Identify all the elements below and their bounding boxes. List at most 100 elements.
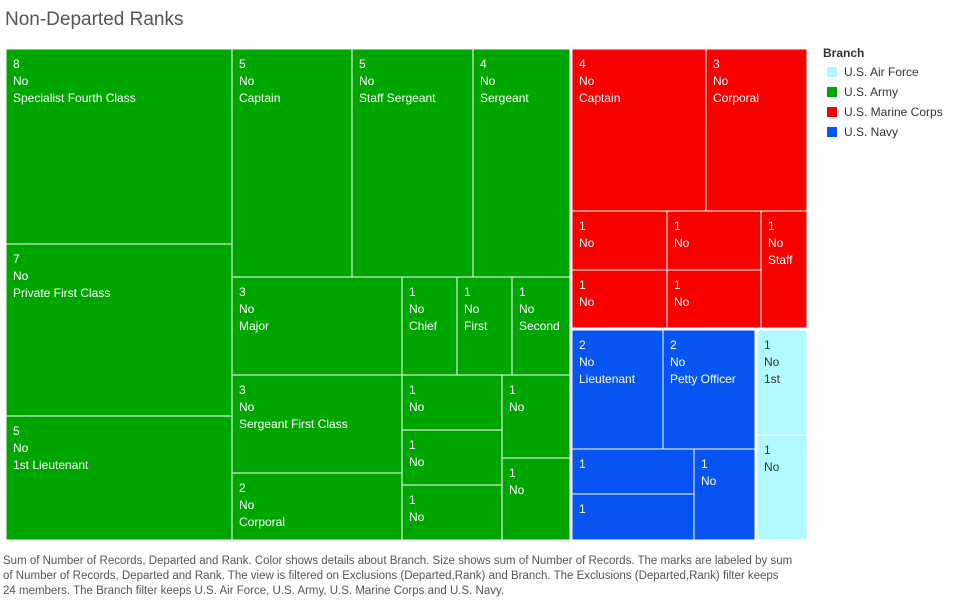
treemap-cell[interactable]: 1 No bbox=[571, 269, 668, 329]
treemap-cell[interactable]: 1 No bbox=[666, 269, 762, 329]
treemap-cell[interactable]: 3 No Major bbox=[231, 276, 403, 376]
treemap-cell[interactable]: 1 No bbox=[401, 374, 503, 431]
mark-label-records: 1 bbox=[409, 285, 416, 299]
legend-swatch bbox=[827, 87, 837, 97]
mark-label-rank: Specialist Fourth Class bbox=[13, 91, 136, 105]
mark-label-rank: Staff bbox=[768, 253, 793, 267]
legend-label: U.S. Army bbox=[844, 85, 899, 99]
mark-label-records: 1 bbox=[409, 493, 416, 507]
mark-label-departed: No bbox=[674, 236, 690, 250]
treemap-cell[interactable]: 5 No Captain bbox=[231, 48, 353, 278]
mark-label-departed: No bbox=[409, 400, 425, 414]
treemap-cell[interactable]: 1 bbox=[571, 448, 695, 495]
treemap-cell[interactable]: 8 No Specialist Fourth Class bbox=[5, 48, 233, 245]
treemap-cell[interactable]: 1 No bbox=[693, 448, 756, 541]
mark-label-records: 3 bbox=[713, 57, 720, 71]
mark-label-rank: Sergeant bbox=[480, 91, 529, 105]
legend-item-marine-corps[interactable]: U.S. Marine Corps bbox=[827, 105, 943, 119]
treemap-cell[interactable]: 2 No Lieutenant bbox=[571, 329, 664, 450]
treemap-cell[interactable]: 2 No Corporal bbox=[231, 472, 403, 541]
treemap-cell[interactable]: 1 No 1st bbox=[756, 329, 808, 436]
treemap-rect[interactable] bbox=[666, 269, 762, 329]
mark-label-departed: No bbox=[764, 355, 780, 369]
mark-label-departed: No bbox=[239, 498, 255, 512]
legend-item-army[interactable]: U.S. Army bbox=[827, 85, 898, 99]
mark-label-departed: No bbox=[579, 236, 595, 250]
legend-item-navy[interactable]: U.S. Navy bbox=[827, 125, 898, 139]
mark-label-records: 8 bbox=[13, 57, 20, 71]
mark-label-records: 5 bbox=[359, 57, 366, 71]
treemap-cell[interactable]: 2 No Petty Officer bbox=[662, 329, 756, 450]
treemap-rect[interactable] bbox=[456, 276, 513, 376]
treemap-rect[interactable] bbox=[5, 415, 233, 541]
legend-item-air-force[interactable]: U.S. Air Force bbox=[827, 65, 919, 79]
treemap-rect[interactable] bbox=[693, 448, 756, 541]
treemap-cell[interactable]: 1 No First bbox=[456, 276, 513, 376]
treemap-cell[interactable]: 1 No Staff bbox=[760, 210, 808, 329]
treemap-rect[interactable] bbox=[231, 472, 403, 541]
mark-label-departed: No bbox=[13, 269, 29, 283]
treemap-cell[interactable]: 1 No bbox=[401, 484, 503, 541]
treemap-rect[interactable] bbox=[756, 329, 808, 436]
mark-label-rank: 1st bbox=[764, 372, 781, 386]
mark-label-departed: No bbox=[579, 74, 595, 88]
mark-label-rank: Petty Officer bbox=[670, 372, 736, 386]
treemap-rect[interactable] bbox=[662, 329, 756, 450]
legend-swatch bbox=[827, 127, 837, 137]
treemap-rect[interactable] bbox=[472, 48, 571, 278]
mark-label-departed: No bbox=[480, 74, 496, 88]
treemap-rect[interactable] bbox=[5, 243, 233, 417]
treemap-cell[interactable]: 7 No Private First Class bbox=[5, 243, 233, 417]
treemap-cell[interactable]: 1 No bbox=[756, 434, 808, 541]
treemap-cell[interactable]: 1 No bbox=[401, 429, 503, 486]
mark-label-departed: No bbox=[509, 483, 525, 497]
treemap-rect[interactable] bbox=[760, 210, 808, 329]
mark-label-rank: Corporal bbox=[239, 515, 285, 529]
treemap-cell[interactable]: 1 No bbox=[501, 374, 571, 459]
treemap-rect[interactable] bbox=[5, 48, 233, 245]
treemap-cell[interactable]: 3 No Corporal bbox=[705, 48, 808, 212]
legend-swatch bbox=[827, 67, 837, 77]
treemap-cell[interactable]: 3 No Sergeant First Class bbox=[231, 374, 403, 474]
treemap-cell[interactable]: 1 bbox=[571, 493, 695, 541]
treemap-cell[interactable]: 5 No 1st Lieutenant bbox=[5, 415, 233, 541]
mark-label-records: 1 bbox=[464, 285, 471, 299]
treemap-rect[interactable] bbox=[501, 457, 571, 541]
mark-label-records: 2 bbox=[579, 338, 586, 352]
treemap-rect[interactable] bbox=[705, 48, 808, 212]
treemap-cell[interactable]: 1 No Second bbox=[511, 276, 571, 376]
mark-label-records: 1 bbox=[579, 219, 586, 233]
treemap-rect[interactable] bbox=[571, 48, 707, 212]
treemap-rect[interactable] bbox=[571, 269, 668, 329]
treemap-rect[interactable] bbox=[231, 374, 403, 474]
mark-label-records: 1 bbox=[509, 383, 516, 397]
treemap-cell[interactable]: 5 No Staff Sergeant bbox=[351, 48, 474, 278]
legend-title: Branch bbox=[823, 46, 865, 60]
treemap-rect[interactable] bbox=[401, 374, 503, 431]
treemap-cell[interactable]: 1 No bbox=[501, 457, 571, 541]
treemap-rect[interactable] bbox=[401, 276, 458, 376]
treemap-cell[interactable]: 1 No bbox=[571, 210, 668, 271]
mark-label-records: 1 bbox=[674, 278, 681, 292]
treemap-rect[interactable] bbox=[571, 329, 664, 450]
mark-label-records: 1 bbox=[509, 466, 516, 480]
mark-label-records: 1 bbox=[579, 457, 586, 471]
treemap-cell[interactable]: 1 No Chief bbox=[401, 276, 458, 376]
treemap-cell[interactable]: 1 No bbox=[666, 210, 762, 271]
mark-label-departed: No bbox=[701, 474, 717, 488]
legend-label: U.S. Air Force bbox=[844, 65, 919, 79]
treemap-rect[interactable] bbox=[501, 374, 571, 459]
treemap-rect[interactable] bbox=[231, 276, 403, 376]
mark-label-records: 1 bbox=[409, 383, 416, 397]
treemap-rect[interactable] bbox=[571, 493, 695, 541]
treemap-rect[interactable] bbox=[756, 434, 808, 541]
mark-label-rank: Second bbox=[519, 319, 560, 333]
treemap-cell[interactable]: 4 No Captain bbox=[571, 48, 707, 212]
treemap-rect[interactable] bbox=[401, 484, 503, 541]
treemap-cell[interactable]: 4 No Sergeant bbox=[472, 48, 571, 278]
mark-label-records: 7 bbox=[13, 252, 20, 266]
treemap-rect[interactable] bbox=[571, 448, 695, 495]
treemap-rect[interactable] bbox=[511, 276, 571, 376]
mark-label-records: 4 bbox=[480, 57, 487, 71]
mark-label-rank: Captain bbox=[579, 91, 620, 105]
